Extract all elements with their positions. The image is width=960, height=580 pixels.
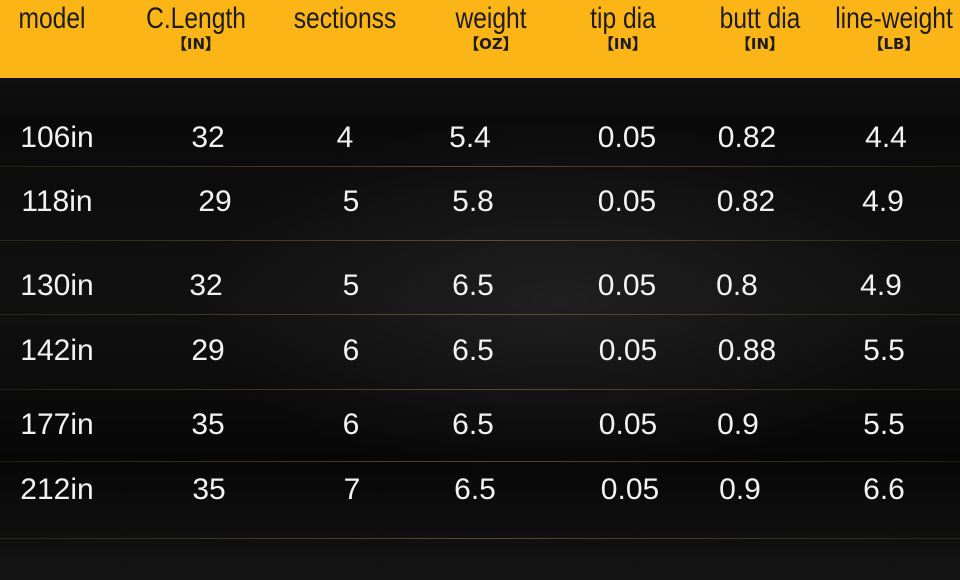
table-row: 130in 32 5 6.5 0.05 0.8 4.9 xyxy=(0,261,960,311)
header-unit: 【IN】 xyxy=(171,35,221,53)
header-title: tip dia xyxy=(590,2,656,35)
cell-c-length: 35 xyxy=(191,408,225,441)
cell-line-weight: 4.9 xyxy=(860,269,902,302)
header-unit: 【LB】 xyxy=(868,35,920,53)
row-divider xyxy=(0,461,960,462)
cell-sections: 6 xyxy=(342,334,360,367)
header-unit: 【IN】 xyxy=(598,35,648,53)
cell-c-length: 32 xyxy=(191,121,225,154)
header-title: C.Length xyxy=(146,2,246,35)
cell-c-length: 35 xyxy=(192,473,226,506)
cell-model: 130in xyxy=(20,269,94,302)
cell-butt-dia: 0.82 xyxy=(716,185,776,218)
cell-butt-dia: 0.9 xyxy=(717,408,759,441)
header-model: model xyxy=(0,0,127,38)
cell-tip-dia: 0.05 xyxy=(597,121,657,154)
row-divider xyxy=(0,314,960,315)
cell-model: 106in xyxy=(20,121,94,154)
cell-weight: 6.5 xyxy=(452,408,494,441)
cell-butt-dia: 0.82 xyxy=(717,121,777,154)
cell-sections: 6 xyxy=(342,408,360,441)
table-row: 106in 32 4 5.4 0.05 0.82 4.4 xyxy=(0,113,960,163)
cell-c-length: 29 xyxy=(191,334,225,367)
header-line-weight: line-weight 【LB】 xyxy=(819,0,960,53)
header-title: model xyxy=(18,2,86,35)
cell-weight: 6.5 xyxy=(454,473,496,506)
cell-line-weight: 6.6 xyxy=(863,473,905,506)
row-divider xyxy=(0,538,960,539)
cell-model: 212in xyxy=(20,473,94,506)
cell-line-weight: 5.5 xyxy=(863,334,905,367)
cell-tip-dia: 0.05 xyxy=(600,473,660,506)
row-divider xyxy=(0,240,960,241)
table-header: model C.Length 【IN】 sectionss weight 【OZ】 tip … xyxy=(0,0,960,78)
header-tip-dia: tip dia 【IN】 xyxy=(548,0,698,53)
cell-weight: 6.5 xyxy=(452,334,494,367)
header-title: line-weight xyxy=(835,2,953,35)
cell-tip-dia: 0.05 xyxy=(598,408,658,441)
row-divider xyxy=(0,166,960,167)
cell-weight: 6.5 xyxy=(452,269,494,302)
header-sections: sectionss xyxy=(270,0,420,38)
cell-model: 118in xyxy=(21,185,93,218)
table-row: 142in 29 6 6.5 0.05 0.88 5.5 xyxy=(0,326,960,376)
cell-butt-dia: 0.88 xyxy=(717,334,777,367)
cell-weight: 5.8 xyxy=(452,185,494,218)
header-title: butt dia xyxy=(719,2,801,35)
header-title: weight xyxy=(455,2,527,35)
cell-c-length: 32 xyxy=(189,269,223,302)
cell-sections: 5 xyxy=(342,269,360,302)
cell-tip-dia: 0.05 xyxy=(597,185,657,218)
cell-butt-dia: 0.8 xyxy=(716,269,758,302)
header-weight: weight 【OZ】 xyxy=(416,0,566,53)
table-row: 177in 35 6 6.5 0.05 0.9 5.5 xyxy=(0,400,960,450)
cell-line-weight: 5.5 xyxy=(863,408,905,441)
header-title: sectionss xyxy=(293,2,397,35)
cell-tip-dia: 0.05 xyxy=(597,269,657,302)
cell-line-weight: 4.4 xyxy=(865,121,907,154)
cell-sections: 5 xyxy=(342,185,360,218)
cell-model: 142in xyxy=(20,334,94,367)
row-divider xyxy=(0,389,960,390)
cell-line-weight: 4.9 xyxy=(862,185,904,218)
header-butt-dia: butt dia 【IN】 xyxy=(685,0,835,53)
header-unit: 【IN】 xyxy=(735,35,785,53)
cell-c-length: 29 xyxy=(198,185,232,218)
cell-sections: 7 xyxy=(343,473,361,506)
header-c-length: C.Length 【IN】 xyxy=(121,0,271,53)
cell-tip-dia: 0.05 xyxy=(598,334,658,367)
cell-butt-dia: 0.9 xyxy=(719,473,761,506)
cell-weight: 5.4 xyxy=(449,121,491,154)
cell-model: 177in xyxy=(20,408,94,441)
table-row: 212in 35 7 6.5 0.05 0.9 6.6 xyxy=(0,465,960,515)
table-row: 118in 29 5 5.8 0.05 0.82 4.9 xyxy=(0,177,960,227)
header-unit: 【OZ】 xyxy=(464,35,518,53)
cell-sections: 4 xyxy=(336,121,354,154)
